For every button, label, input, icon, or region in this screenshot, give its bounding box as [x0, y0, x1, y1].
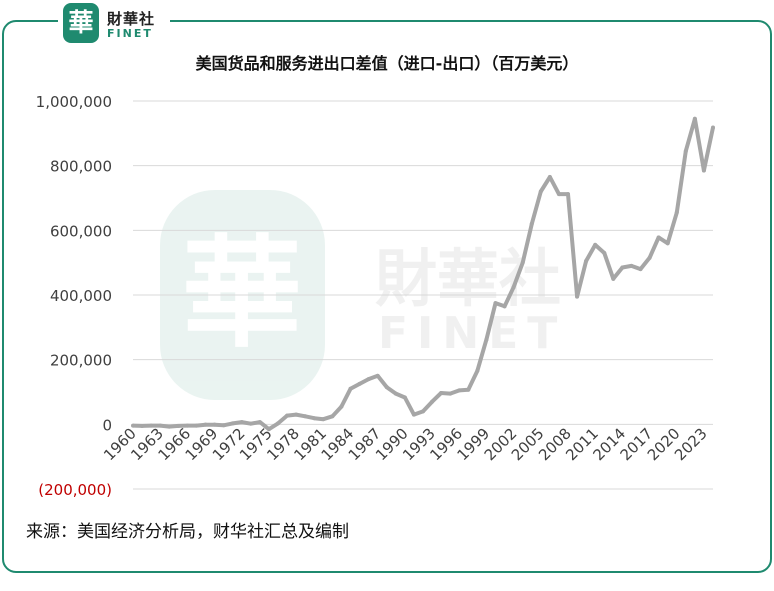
data-point	[430, 399, 435, 404]
data-point	[502, 304, 507, 309]
data-point	[584, 259, 589, 264]
data-point	[393, 391, 398, 396]
data-point	[149, 423, 154, 428]
data-point	[366, 377, 371, 382]
data-point	[602, 250, 607, 255]
y-tick-label: (200,000)	[38, 481, 112, 499]
data-point	[529, 221, 534, 226]
data-point	[239, 420, 244, 425]
data-point	[475, 368, 480, 373]
data-point	[701, 168, 706, 173]
data-point	[266, 427, 271, 432]
data-point	[257, 420, 262, 425]
data-point	[194, 423, 199, 428]
data-point	[158, 423, 163, 428]
data-point	[538, 189, 543, 194]
y-tick-label: 1,000,000	[36, 93, 112, 111]
data-point	[384, 385, 389, 390]
data-point	[647, 255, 652, 260]
data-point	[620, 265, 625, 270]
data-point	[185, 423, 190, 428]
chart-title: 美国货品和服务进出口差值（进口-出口）（百万美元）	[195, 54, 579, 73]
data-point	[674, 210, 679, 215]
data-point	[411, 412, 416, 417]
data-point	[357, 381, 362, 386]
watermark-cn: 財華社	[375, 242, 561, 315]
data-point	[593, 242, 598, 247]
finet-logo: 華 財華社 FINET	[58, 3, 170, 45]
data-point	[348, 386, 353, 391]
data-point	[493, 301, 498, 306]
data-point	[692, 116, 697, 121]
data-point	[339, 404, 344, 409]
y-tick-label: 0	[102, 416, 112, 434]
y-tick-label: 200,000	[50, 352, 112, 370]
data-point	[611, 276, 616, 281]
gridlines	[133, 100, 713, 490]
data-point	[294, 412, 299, 417]
data-point	[330, 414, 335, 419]
data-point	[638, 267, 643, 272]
data-point	[203, 422, 208, 427]
data-point	[629, 263, 634, 268]
data-point	[683, 149, 688, 154]
chart-frame	[2, 20, 772, 573]
logo-chinese-text: 財華社	[107, 10, 156, 28]
series-layer	[131, 116, 715, 432]
data-point	[547, 174, 552, 179]
data-point	[312, 416, 317, 421]
data-point	[421, 409, 425, 414]
x-axis: 1960196319661969197219751978198119841987…	[100, 424, 711, 464]
data-point	[439, 390, 444, 395]
data-point	[375, 373, 380, 378]
data-point	[457, 388, 462, 393]
logo-english-text: FINET	[107, 27, 153, 40]
data-point	[511, 285, 516, 290]
source-note: 来源：美国经济分析局，财华社汇总及编制	[26, 522, 349, 542]
y-tick-label: 800,000	[50, 158, 112, 176]
data-point	[248, 421, 253, 426]
data-point	[221, 423, 226, 428]
watermark-en: FINET	[378, 308, 566, 359]
data-point	[140, 423, 145, 428]
data-point	[556, 192, 561, 197]
data-point	[402, 395, 407, 400]
data-point	[520, 260, 525, 265]
data-point	[665, 241, 670, 246]
data-point	[448, 391, 453, 396]
data-point	[484, 337, 489, 342]
data-point	[711, 125, 715, 130]
x-tick-label: 2023	[671, 424, 711, 464]
data-point	[656, 235, 661, 240]
data-point	[276, 421, 280, 426]
data-point	[176, 423, 181, 428]
data-point	[566, 192, 570, 197]
y-tick-label: 400,000	[50, 287, 112, 305]
data-point	[285, 413, 290, 418]
data-point	[212, 422, 217, 427]
data-point	[466, 387, 471, 392]
data-point	[321, 417, 326, 422]
finet-seal-icon: 華	[63, 3, 99, 43]
data-point	[167, 424, 172, 429]
data-point	[303, 414, 308, 419]
data-point	[131, 423, 135, 428]
data-point	[575, 294, 580, 299]
data-point	[230, 421, 235, 426]
y-axis: 1,000,000 800,000 600,000 400,000 200,000 0 (2…	[36, 93, 112, 499]
y-tick-label: 600,000	[50, 222, 112, 240]
